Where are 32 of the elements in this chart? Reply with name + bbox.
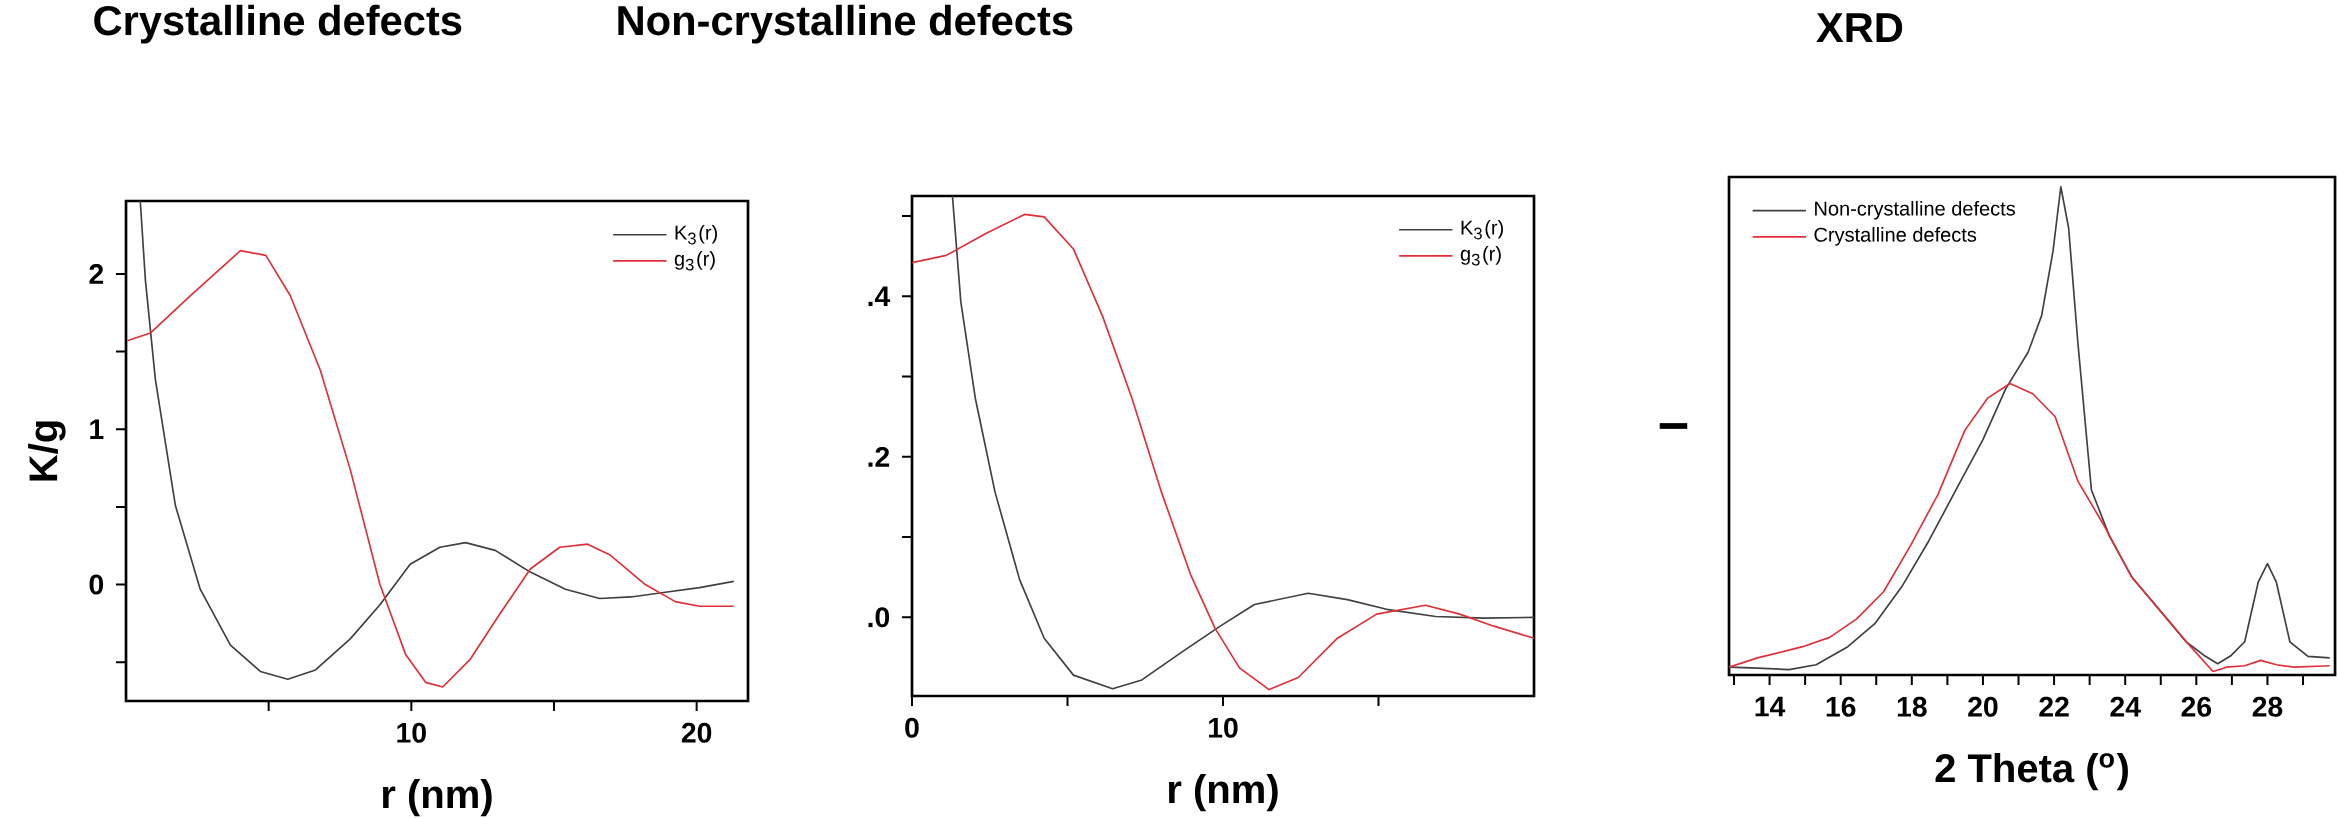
x-tick-label: 20 — [1968, 696, 1998, 717]
legend-label: g$_{3}$(r) — [1460, 246, 1501, 266]
x-axis-title: r (nm) — [382, 779, 492, 817]
x-axis-title: 2 Theta ($^{o}$) — [1935, 753, 2128, 791]
y-axis-title: K/g — [28, 421, 66, 481]
y-axis-title: I — [1659, 423, 1688, 429]
x-tick-label: 26 — [2181, 696, 2212, 717]
x-tick-label: 28 — [2252, 696, 2283, 717]
y-tick-label: .4 — [868, 286, 891, 307]
x-tick-label: 16 — [1826, 696, 1856, 717]
x-tick-label: 0 — [905, 717, 919, 738]
y-tick-label: 0 — [89, 574, 104, 595]
chart-title: XRD — [1816, 13, 1903, 42]
legend-label: K$_{3}$(r) — [1461, 219, 1504, 240]
x-tick-label: 10 — [397, 722, 426, 743]
x-tick-label: 22 — [2039, 696, 2069, 717]
legend-label: K$_{3}$(r) — [675, 224, 718, 245]
y-tick-label: 1 — [90, 419, 104, 439]
x-tick-label: 20 — [681, 722, 712, 743]
legend-label: Non-crystalline defects — [1815, 200, 2016, 220]
chart-title: Non-crystalline defects — [618, 4, 1073, 44]
chart-title: Crystalline defects — [94, 4, 462, 44]
legend-label: Crystalline defects — [1814, 227, 1977, 246]
x-axis-title: r (nm) — [1168, 774, 1278, 812]
x-tick-label: 24 — [2110, 696, 2141, 717]
y-tick-label: .0 — [868, 607, 890, 628]
x-tick-label: 14 — [1755, 696, 1786, 717]
x-tick-label: 18 — [1897, 696, 1927, 717]
legend-label: g$_{3}$(r) — [674, 251, 715, 271]
y-tick-label: 2 — [89, 264, 104, 284]
y-tick-label: .2 — [868, 446, 890, 467]
x-tick-label: 10 — [1209, 717, 1238, 738]
